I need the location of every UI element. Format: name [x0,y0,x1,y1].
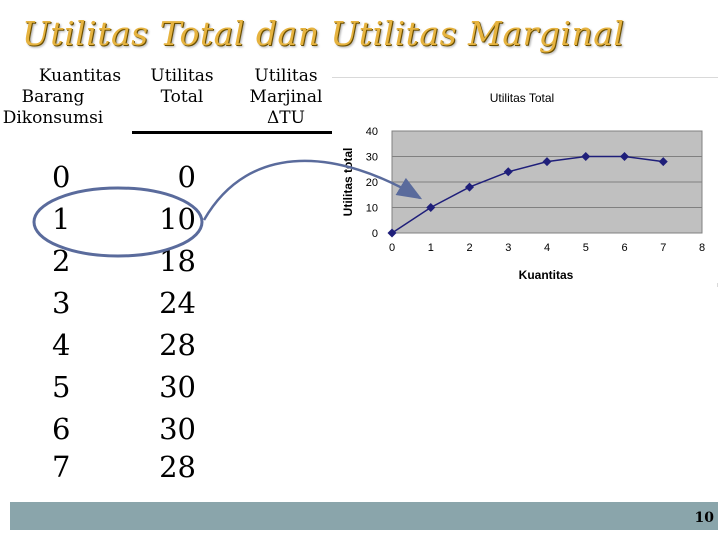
total-utility-value: 10 [159,202,196,236]
total-utility-value: 0 [177,160,196,194]
total-utility-value: 30 [159,370,196,404]
x-tick-label: 7 [660,242,666,254]
y-tick-label: 10 [366,203,378,215]
data-point [620,152,629,161]
header-quantity-line3: Dikonsumsi [2,108,104,128]
total-utility-chart: 0 10 20 30 40 0 1 2 3 4 5 6 7 8 Utilitas Total Kuantita… [341,91,705,282]
header-marginal-line3: ΔTU [267,108,305,128]
y-tick-label: 20 [366,177,378,189]
quantity-value: 4 [52,328,71,362]
chart-top-rule [332,77,718,78]
data-point [658,157,668,167]
quantity-value: 6 [52,412,71,446]
header-quantity-line1: Kuantitas [38,66,122,86]
total-utility-value: 28 [159,450,196,484]
quantity-value: 0 [52,160,71,194]
header-marginal-line2: Marjinal [249,87,323,107]
quantity-value: 2 [52,244,71,278]
x-tick-label: 1 [428,242,434,254]
data-point [581,152,591,161]
data-point [465,182,474,192]
total-utility-value: 28 [159,328,196,362]
quantity-value: 5 [52,370,71,404]
y-tick-label: 40 [366,126,378,138]
highlight-ellipse [32,186,204,258]
x-tick-label: 5 [583,242,589,254]
page-number: 10 [694,510,714,526]
quantity-value: 3 [52,286,71,320]
total-utility-column: 0 10 18 24 28 30 30 28 [140,156,196,488]
y-tick-label: 30 [366,152,378,164]
x-axis-label: Kuantitas [519,268,574,282]
total-utility-value: 30 [159,412,196,446]
header-marginal-utility: Utilitas Marjinal ΔTU [236,66,336,129]
header-total-line2: Total [160,87,204,107]
header-rule [132,131,332,134]
total-utility-value: 24 [159,286,196,320]
x-tick-label: 6 [621,242,627,254]
data-point [387,228,397,238]
data-point [542,157,552,167]
footer-band [10,502,718,530]
header-total-line1: Utilitas [150,66,214,86]
series-line [391,155,664,234]
header-quantity-line2: Barang [21,87,85,107]
highlight-arrow [202,159,423,221]
quantity-value: 7 [52,450,71,484]
header-marginal-line1: Utilitas [254,66,318,86]
data-point [426,203,436,212]
x-tick-label: 8 [699,242,705,254]
slide-title: Utilitas Total dan Utilitas Marginal [22,14,625,53]
chart-title: Utilitas Total [490,91,554,105]
header-quantity: Kuantitas Barang Dikonsumsi [3,66,144,129]
quantity-column: 0 1 2 3 4 5 6 7 [52,156,92,488]
x-tick-label: 4 [544,242,550,254]
data-point [503,167,513,177]
x-tick-label: 3 [505,242,511,254]
x-tick-label: 2 [466,242,472,254]
quantity-value: 1 [52,202,71,236]
header-total-utility: Utilitas Total [132,66,232,108]
y-tick-label: 0 [372,228,378,240]
x-tick-label: 0 [389,242,395,254]
